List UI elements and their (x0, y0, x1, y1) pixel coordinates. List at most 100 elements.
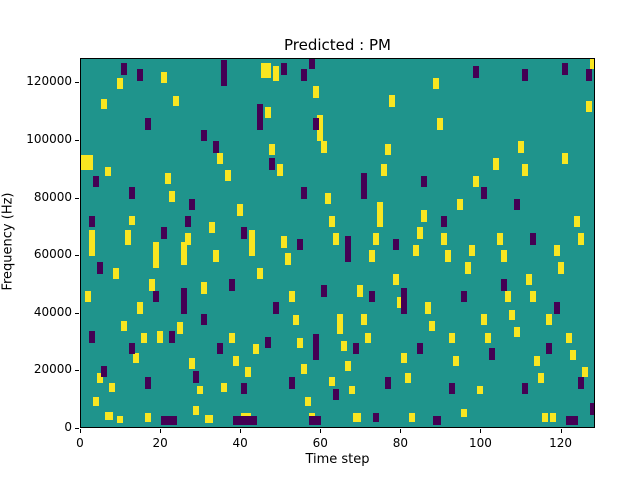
x-tick-label: 0 (76, 436, 84, 450)
heatmap-cell-high (253, 344, 260, 355)
heatmap-cell-high (441, 233, 448, 245)
heatmap-cell-high (433, 77, 440, 90)
heatmap-cell-high (425, 302, 432, 314)
heatmap-cell-high (477, 385, 484, 395)
heatmap-cell-low (353, 342, 360, 355)
heatmap-cell-high (217, 152, 224, 165)
y-tick-mark (75, 197, 79, 199)
y-tick-label: 40000 (33, 304, 72, 319)
heatmap-cell-high (509, 309, 516, 320)
heatmap-cell-high (197, 385, 204, 395)
heatmap-cell-high (173, 96, 180, 107)
heatmap-cell-low (301, 187, 308, 199)
heatmap-cell-low (385, 377, 392, 389)
heatmap-cell-high (205, 414, 214, 424)
x-tick-mark (80, 429, 81, 433)
heatmap-cell-high (449, 332, 456, 343)
heatmap-cell-low (185, 215, 192, 228)
heatmap-cell-high (353, 413, 362, 422)
x-tick-label: 20 (152, 436, 168, 450)
heatmap-cell-high (581, 367, 588, 378)
heatmap-cell-low (89, 215, 95, 228)
heatmap-cell-low (433, 416, 442, 425)
heatmap-cell-low (193, 371, 200, 383)
heatmap-cell-low (529, 233, 536, 245)
heatmap-cell-low (241, 382, 248, 395)
heatmap-cell-low (289, 377, 296, 389)
heatmap-cell-high (493, 158, 500, 170)
heatmap-cell-high (501, 250, 508, 262)
y-tick-mark (75, 140, 79, 142)
x-tick-label: 60 (312, 436, 328, 450)
y-axis-label: Frequency (Hz) (0, 192, 16, 291)
heatmap-cell-high (109, 382, 116, 392)
heatmap-plot (80, 58, 595, 428)
heatmap-cell-high (121, 321, 128, 332)
y-tick-mark (75, 312, 79, 314)
heatmap-cell-high (585, 100, 592, 113)
heatmap-cell-high (421, 210, 428, 222)
heatmap-cell-low (241, 227, 248, 239)
heatmap-cell-low (309, 416, 322, 425)
x-tick-mark (400, 429, 402, 433)
heatmap-cell-high (101, 99, 108, 110)
heatmap-cell-high (133, 352, 140, 363)
x-tick-mark (480, 429, 482, 433)
heatmap-cell-high (113, 267, 120, 280)
heatmap-cell-high (525, 273, 532, 286)
heatmap-cell-low (281, 63, 288, 75)
heatmap-cell-high (361, 313, 368, 326)
heatmap-cell-low (121, 63, 128, 75)
heatmap-cell-high (105, 166, 112, 176)
heatmap-cell-high (461, 408, 468, 418)
heatmap-cell-low (273, 302, 280, 314)
heatmap-cell-low (265, 336, 272, 349)
heatmap-cell-high (465, 261, 472, 274)
heatmap-cell-high (393, 273, 400, 286)
heatmap-cell-high (437, 118, 444, 130)
heatmap-cell-high (545, 313, 552, 326)
heatmap-cell-high (345, 361, 352, 372)
heatmap-cell-high (505, 290, 512, 303)
heatmap-cell-high (281, 236, 288, 248)
heatmap-cell-high (177, 322, 184, 334)
heatmap-cell-low (201, 313, 208, 326)
heatmap-cell-high (273, 66, 280, 81)
heatmap-cell-low (221, 60, 228, 87)
x-tick-label: 40 (232, 436, 248, 450)
y-tick-mark (75, 82, 79, 84)
heatmap-cell-low (145, 118, 152, 130)
heatmap-cell-high (589, 59, 594, 70)
heatmap-cell-high (129, 215, 136, 225)
heatmap-cell-high (141, 332, 148, 343)
heatmap-cell-high (537, 372, 544, 383)
heatmap-cell-high (145, 413, 152, 422)
heatmap-cell-low (421, 175, 428, 188)
heatmap-cell-low (181, 287, 188, 314)
heatmap-cell-low (313, 118, 320, 130)
heatmap-cell-high (201, 282, 208, 294)
heatmap-cell-low (489, 348, 496, 360)
heatmap-cell-high (301, 364, 308, 375)
heatmap-cell-high (577, 233, 584, 245)
chart-title: Predicted : PM (284, 36, 391, 54)
heatmap-cell-low (321, 285, 328, 297)
heatmap-cell-low (481, 187, 488, 199)
heatmap-cell-high (549, 413, 556, 422)
heatmap-cell-high (553, 244, 560, 257)
heatmap-cell-low (89, 331, 95, 343)
heatmap-cell-high (569, 349, 576, 360)
heatmap-cell-high (185, 233, 192, 245)
heatmap-cell-high (373, 233, 380, 245)
heatmap-cell-high (149, 279, 156, 291)
y-tick-label: 0 (64, 420, 72, 434)
heatmap-cell-low (161, 227, 168, 239)
heatmap-cell-high (385, 143, 392, 156)
heatmap-cell-high (265, 106, 272, 119)
heatmap-cell-high (469, 244, 476, 257)
heatmap-cell-high (97, 372, 104, 383)
heatmap-cell-low (129, 187, 136, 199)
heatmap-cell-high (337, 313, 344, 334)
heatmap-cell-high (233, 355, 240, 366)
heatmap-cell-high (521, 164, 528, 176)
